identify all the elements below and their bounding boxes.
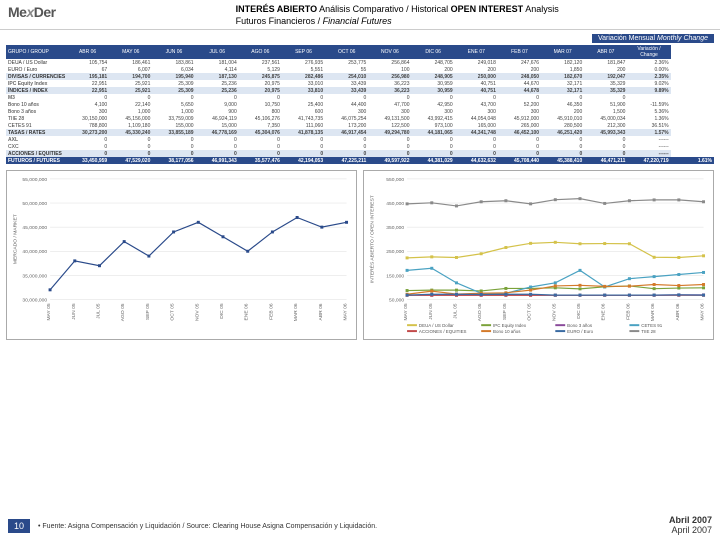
svg-text:INTERÉS ABIERTO / OPEN INTERES: INTERÉS ABIERTO / OPEN INTEREST [368, 196, 375, 284]
col-header: ENE 07 [455, 45, 498, 59]
table-row: Bono 3 años3001,0001,0009008006003003003… [6, 108, 714, 115]
svg-text:TIIE 28: TIIE 28 [641, 329, 656, 334]
col-header: JUN 06 [152, 45, 195, 59]
svg-text:JUL 05: JUL 05 [452, 304, 458, 320]
svg-text:DIC 05: DIC 05 [219, 304, 225, 320]
col-header: ABR 06 [66, 45, 109, 59]
table-row: TASAS / RATES30,273,20045,330,24033,855,… [6, 129, 714, 136]
header: MexDer INTERÉS ABIERTO Análisis Comparat… [0, 0, 720, 30]
table-row: ACCIONES / EQUITIES0000000000000------ [6, 150, 714, 157]
col-header: ABR 07 [584, 45, 627, 59]
col-header: NOV 06 [368, 45, 411, 59]
col-header: GRUPO / GROUP [6, 45, 66, 59]
table-row: ÍNDICES / INDEX22,95125,92125,30925,2362… [6, 87, 714, 94]
svg-text:350,000: 350,000 [386, 225, 404, 231]
title-block: INTERÉS ABIERTO Análisis Comparativo / H… [236, 4, 559, 27]
svg-text:ENE 06: ENE 06 [244, 304, 250, 321]
svg-text:NOV 05: NOV 05 [551, 304, 557, 322]
col-header: SEP 06 [282, 45, 325, 59]
slide-number: 10 [8, 519, 30, 533]
col-header: JUL 06 [196, 45, 239, 59]
svg-text:JUL 05: JUL 05 [95, 304, 101, 320]
table-row: FUTUROS / FUTURES33,450,95947,529,02038,… [6, 157, 714, 164]
svg-text:CETES 91: CETES 91 [641, 324, 662, 329]
svg-text:150,000: 150,000 [386, 274, 404, 280]
col-header: Variación / Change [627, 45, 670, 59]
svg-text:MAY 05: MAY 05 [403, 304, 409, 321]
svg-text:FEB 06: FEB 06 [268, 304, 274, 321]
chart-market: 55,000,000 50,000,000 45,000,000 40,000,000… [6, 170, 357, 340]
data-table: GRUPO / GROUPABR 06MAY 06JUN 06JUL 06AGO… [6, 45, 714, 164]
svg-text:DIC 05: DIC 05 [576, 304, 582, 320]
svg-text:35,000,000: 35,000,000 [22, 274, 47, 280]
charts-row: 55,000,000 50,000,000 45,000,000 40,000,000… [6, 170, 714, 340]
svg-text:NOV 05: NOV 05 [194, 304, 200, 322]
svg-text:MAR 06: MAR 06 [293, 304, 299, 322]
svg-text:OCT 05: OCT 05 [527, 304, 533, 321]
svg-text:30,000,000: 30,000,000 [22, 298, 47, 304]
col-header: OCT 06 [325, 45, 368, 59]
svg-text:ABR 06: ABR 06 [675, 304, 681, 321]
table-row: EURO / Euro676,0076,0344,1145,1295,55155… [6, 66, 714, 73]
col-header: DIC 06 [412, 45, 455, 59]
table-row: AXL0000000000000------ [6, 136, 714, 143]
svg-text:Bono 3 años: Bono 3 años [567, 324, 593, 329]
svg-text:250,000: 250,000 [386, 250, 404, 256]
svg-text:450,000: 450,000 [386, 201, 404, 207]
svg-text:FEB 06: FEB 06 [625, 304, 631, 321]
table-row: IPC Equity Index22,95125,92125,30925,236… [6, 80, 714, 87]
svg-text:55,000,000: 55,000,000 [22, 177, 47, 183]
svg-text:DEUA / US Dollar: DEUA / US Dollar [419, 324, 454, 329]
col-header: FEB 07 [498, 45, 541, 59]
svg-text:IPC Equity Index: IPC Equity Index [493, 324, 527, 329]
col-header: AGO 06 [239, 45, 282, 59]
svg-text:SEP 05: SEP 05 [145, 304, 151, 321]
source-text: • Fuente: Asigna Compensación y Liquidac… [38, 523, 669, 530]
svg-text:ABR 06: ABR 06 [318, 304, 324, 321]
svg-text:JUN 05: JUN 05 [428, 304, 434, 321]
svg-text:MAR 06: MAR 06 [650, 304, 656, 322]
svg-text:Bono 10 años: Bono 10 años [493, 329, 521, 334]
svg-text:40,000,000: 40,000,000 [22, 250, 47, 256]
col-header: MAY 06 [109, 45, 152, 59]
date-block: Abril 2007 April 2007 [669, 516, 712, 536]
chart-open-interest: 550,000 450,000 350,000 250,000 150,000 50,00… [363, 170, 714, 340]
col-header: MAR 07 [541, 45, 584, 59]
svg-text:AGO 05: AGO 05 [120, 304, 126, 322]
table-row: DIVISAS / CURRENCIES195,181194,700195,94… [6, 73, 714, 80]
svg-text:MAY 05: MAY 05 [46, 304, 52, 321]
table-row: Bono 10 años4,10022,1405,6509,00010,7502… [6, 101, 714, 108]
svg-text:SEP 05: SEP 05 [502, 304, 508, 321]
svg-text:550,000: 550,000 [386, 177, 404, 183]
table-row: CETES 91788,8001,109,180155,00015,0007,3… [6, 122, 714, 129]
svg-text:OCT 05: OCT 05 [170, 304, 176, 321]
svg-text:AGO 05: AGO 05 [477, 304, 483, 322]
footer: 10 • Fuente: Asigna Compensación y Liqui… [0, 516, 720, 536]
table-row: M30000000000000 [6, 94, 714, 101]
svg-text:50,000: 50,000 [389, 298, 404, 304]
svg-text:50,000,000: 50,000,000 [22, 201, 47, 207]
svg-text:EURO / Euro: EURO / Euro [567, 329, 593, 334]
svg-text:MAY 06: MAY 06 [343, 304, 349, 321]
table-row: CXC0000000000000------ [6, 143, 714, 150]
svg-text:45,000,000: 45,000,000 [22, 225, 47, 231]
svg-text:MERCADO / MARKET: MERCADO / MARKET [12, 215, 18, 265]
monthly-change-bar: Variación Mensual Monthly Change [6, 34, 714, 43]
svg-text:ACCIONES / EQUITIES: ACCIONES / EQUITIES [419, 329, 467, 334]
svg-text:JUN 05: JUN 05 [71, 304, 77, 321]
table-row: TIIE 2830,150,00045,156,00033,759,00946,… [6, 115, 714, 122]
svg-text:MAY 06: MAY 06 [700, 304, 706, 321]
table-row: DEUA / US Dollar105,754186,461183,861181… [6, 59, 714, 66]
logo: MexDer [8, 4, 56, 20]
svg-text:ENE 06: ENE 06 [601, 304, 607, 321]
